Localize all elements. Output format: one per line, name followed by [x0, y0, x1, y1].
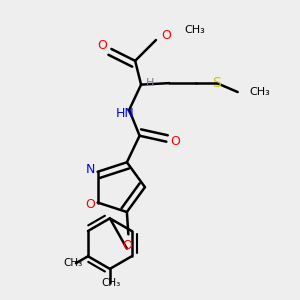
Text: H: H	[146, 78, 154, 88]
Text: HN: HN	[116, 107, 134, 120]
Text: S: S	[212, 76, 221, 90]
Text: O: O	[98, 40, 107, 52]
Text: O: O	[170, 135, 180, 148]
Text: O: O	[85, 198, 95, 212]
Text: O: O	[161, 29, 171, 42]
Text: CH₃: CH₃	[250, 87, 270, 97]
Text: CH₃: CH₃	[184, 25, 205, 34]
Text: O: O	[122, 239, 132, 252]
Text: CH₃: CH₃	[63, 258, 82, 268]
Text: N: N	[85, 163, 95, 176]
Text: CH₃: CH₃	[102, 278, 121, 288]
